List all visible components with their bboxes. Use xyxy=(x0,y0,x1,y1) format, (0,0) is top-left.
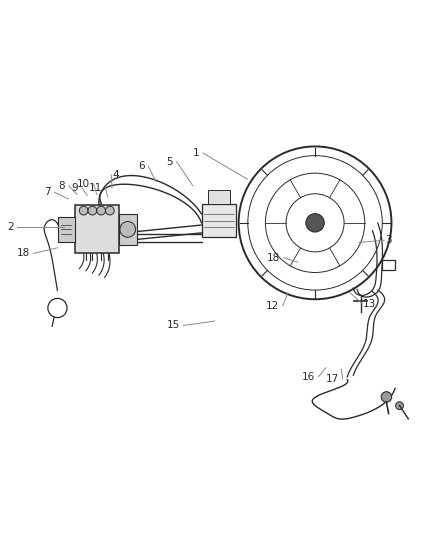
Bar xyxy=(382,260,395,270)
Circle shape xyxy=(396,402,403,409)
Circle shape xyxy=(381,392,392,402)
Text: 3: 3 xyxy=(385,235,392,245)
Text: 5: 5 xyxy=(166,157,173,167)
Text: 11: 11 xyxy=(89,183,102,193)
Circle shape xyxy=(97,206,106,215)
Text: 15: 15 xyxy=(166,320,180,330)
Text: 16: 16 xyxy=(302,372,315,382)
Text: 8: 8 xyxy=(59,181,65,191)
Bar xyxy=(58,217,75,241)
Text: 4: 4 xyxy=(112,170,119,180)
Text: 7: 7 xyxy=(44,187,51,197)
Bar xyxy=(119,214,137,245)
Text: 12: 12 xyxy=(266,301,279,311)
Text: 18: 18 xyxy=(17,248,30,259)
Text: 2: 2 xyxy=(7,222,14,232)
Text: 1: 1 xyxy=(193,148,199,158)
Text: 6: 6 xyxy=(138,161,145,171)
Bar xyxy=(208,190,230,204)
Circle shape xyxy=(88,206,97,215)
Text: 17: 17 xyxy=(326,374,339,384)
Text: 13: 13 xyxy=(363,298,376,309)
Bar xyxy=(75,205,119,253)
Text: 18: 18 xyxy=(267,253,280,263)
Circle shape xyxy=(106,206,114,215)
Circle shape xyxy=(79,206,88,215)
Circle shape xyxy=(120,222,136,237)
Text: 9: 9 xyxy=(72,183,78,193)
Text: 10: 10 xyxy=(77,180,90,189)
Circle shape xyxy=(306,214,324,232)
Bar xyxy=(201,204,237,237)
